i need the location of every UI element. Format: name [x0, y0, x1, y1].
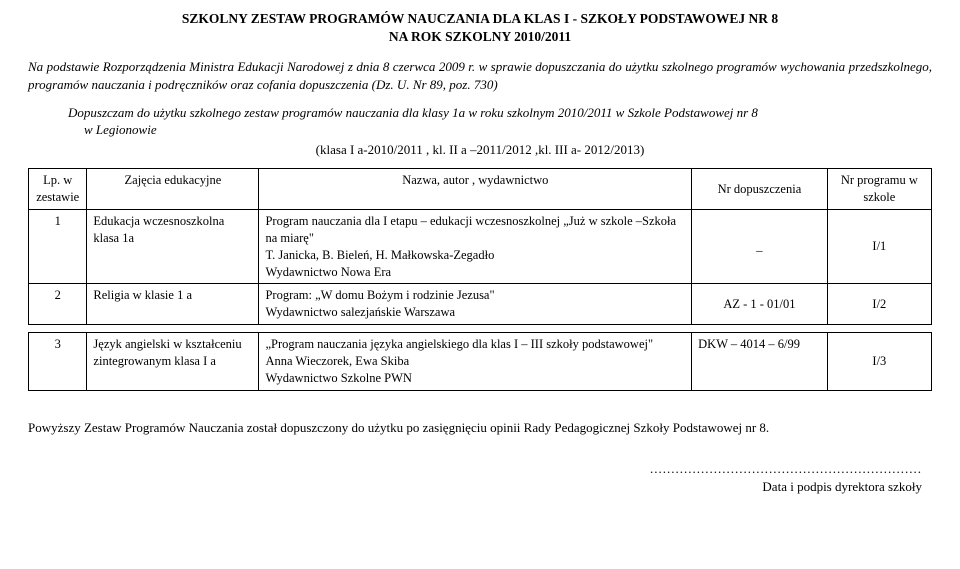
table-gap-row — [29, 325, 932, 333]
table-row: 3 Język angielski w kształceniu zintegro… — [29, 333, 932, 391]
cell-lp: 3 — [29, 333, 87, 391]
cell-subj: Edukacja wczesnoszkolna klasa 1a — [87, 209, 259, 284]
cell-nazwa: Program: „W domu Bożym i rodzinie Jezusa… — [259, 284, 692, 325]
klasa-line: (klasa I a-2010/2011 , kl. II a –2011/20… — [28, 141, 932, 159]
table-row: 2 Religia w klasie 1 a Program: „W domu … — [29, 284, 932, 325]
header-subj: Zajęcia edukacyjne — [87, 169, 259, 210]
header-nr2: Nr programu w szkole — [827, 169, 931, 210]
cell-nr1: AZ - 1 - 01/01 — [692, 284, 828, 325]
table-row: 1 Edukacja wczesnoszkolna klasa 1a Progr… — [29, 209, 932, 284]
cell-subj: Religia w klasie 1 a — [87, 284, 259, 325]
header-nr1: Nr dopuszczenia — [692, 169, 828, 210]
cell-lp: 2 — [29, 284, 87, 325]
decision-line-2: w Legionowie — [84, 121, 932, 139]
title-line-1: SZKOLNY ZESTAW PROGRAMÓW NAUCZANIA DLA K… — [28, 10, 932, 28]
cell-nazwa: „Program nauczania języka angielskiego d… — [259, 333, 692, 391]
footer-note: Powyższy Zestaw Programów Nauczania zost… — [28, 419, 932, 437]
signature-label: Data i podpis dyrektora szkoły — [28, 478, 922, 496]
cell-subj: Język angielski w kształceniu zintegrowa… — [87, 333, 259, 391]
gap-cell — [29, 325, 932, 333]
cell-nr2: I/2 — [827, 284, 931, 325]
cell-lp: 1 — [29, 209, 87, 284]
cell-nazwa: Program nauczania dla I etapu – edukacji… — [259, 209, 692, 284]
programs-table: Lp. w zestawie Zajęcia edukacyjne Nazwa,… — [28, 168, 932, 391]
intro-paragraph: Na podstawie Rozporządzenia Ministra Edu… — [28, 58, 932, 93]
decision-line-1: Dopuszczam do użytku szkolnego zestaw pr… — [68, 104, 932, 122]
cell-nr2: I/3 — [827, 333, 931, 391]
cell-nr1: DKW – 4014 – 6/99 — [692, 333, 828, 391]
title-line-2: NA ROK SZKOLNY 2010/2011 — [28, 28, 932, 46]
table-header-row: Lp. w zestawie Zajęcia edukacyjne Nazwa,… — [29, 169, 932, 210]
cell-nr1: _ — [692, 209, 828, 284]
cell-nr2: I/1 — [827, 209, 931, 284]
header-lp: Lp. w zestawie — [29, 169, 87, 210]
signature-dots: ........................................… — [28, 460, 922, 478]
header-nazwa: Nazwa, autor , wydawnictwo — [259, 169, 692, 210]
